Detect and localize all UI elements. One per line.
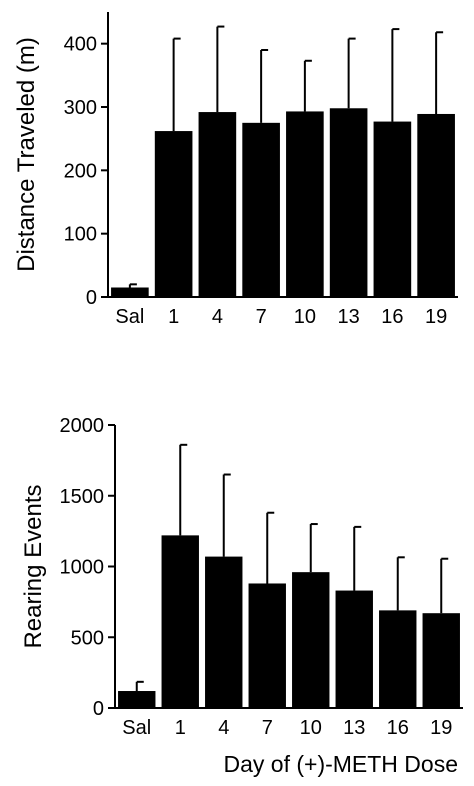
- bar: [417, 113, 455, 297]
- y-tick-label: 0: [86, 287, 97, 309]
- bar: [118, 691, 156, 708]
- x-tick-label: 13: [338, 306, 360, 328]
- bar: [154, 131, 193, 297]
- y-tick-label: 0: [93, 698, 104, 720]
- y-tick-label: 1000: [60, 557, 105, 579]
- bar: [292, 572, 330, 708]
- y-tick-label: 200: [64, 160, 97, 182]
- x-tick-label: Sal: [115, 306, 144, 328]
- bar: [286, 111, 324, 297]
- x-tick-label: 1: [168, 306, 179, 328]
- y-tick-label: 300: [64, 97, 97, 119]
- x-tick-label: 1: [175, 717, 186, 739]
- y-tick-label: 1500: [60, 486, 105, 508]
- x-tick-label: 7: [262, 717, 273, 739]
- x-axis-label: Day of (+)-METH Dose: [223, 751, 458, 777]
- y-axis-label: Distance Traveled (m): [13, 37, 40, 272]
- bar: [161, 535, 199, 708]
- bar: [205, 556, 243, 708]
- x-tick-label: 16: [381, 306, 403, 328]
- x-tick-label: 19: [430, 717, 452, 739]
- y-tick-label: 400: [64, 34, 97, 56]
- x-tick-label: 10: [300, 717, 322, 739]
- x-tick-label: 7: [256, 306, 267, 328]
- bar: [242, 122, 280, 297]
- y-axis-label: Rearing Events: [20, 484, 47, 648]
- bar: [111, 287, 149, 297]
- x-tick-label: Sal: [122, 717, 151, 739]
- y-tick-label: 500: [71, 627, 104, 649]
- bar: [329, 108, 368, 298]
- bar: [335, 590, 373, 708]
- x-tick-label: 4: [212, 306, 223, 328]
- bar: [198, 112, 237, 297]
- x-tick-label: 16: [387, 717, 409, 739]
- x-tick-label: 10: [294, 306, 316, 328]
- y-tick-label: 2000: [60, 415, 105, 437]
- bar: [373, 121, 412, 297]
- x-tick-label: 19: [425, 306, 447, 328]
- x-tick-label: 4: [218, 717, 229, 739]
- bar: [379, 610, 417, 708]
- bar: [422, 613, 460, 708]
- bar: [248, 583, 286, 708]
- y-tick-label: 100: [64, 224, 97, 246]
- x-tick-label: 13: [343, 717, 365, 739]
